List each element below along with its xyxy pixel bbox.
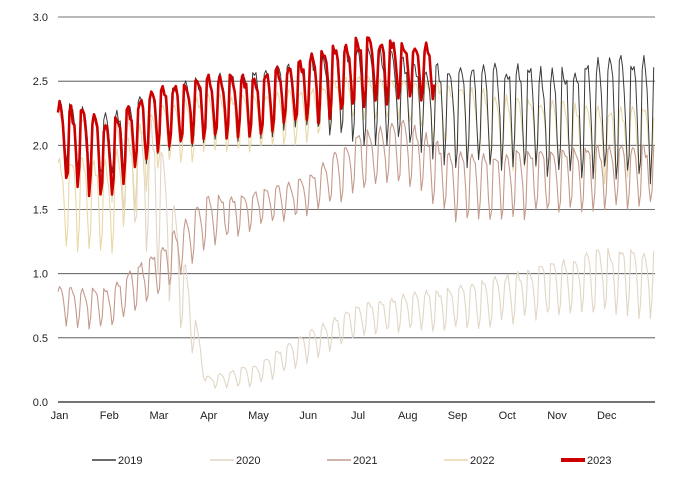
x-tick-label: Feb <box>100 410 119 422</box>
x-tick-label: Aug <box>398 410 418 422</box>
y-tick-label: 0.5 <box>33 333 48 345</box>
x-tick-label: Nov <box>547 410 567 422</box>
legend-label-2022: 2022 <box>470 455 494 467</box>
series-lines <box>56 36 655 389</box>
y-tick-label: 1.0 <box>33 269 48 281</box>
x-tick-label: Apr <box>200 410 217 422</box>
x-tick-label: Oct <box>499 410 516 422</box>
legend-label-2019: 2019 <box>118 455 142 467</box>
y-tick-label: 0.0 <box>33 397 48 409</box>
y-tick-label: 3.0 <box>33 12 48 24</box>
legend-label-2021: 2021 <box>353 455 377 467</box>
x-axis-ticks: Jan Feb Mar Apr May Jun Jul Aug Sep Oct Nov Dec <box>51 410 617 422</box>
x-tick-label: Jan <box>51 410 69 422</box>
x-tick-label: May <box>248 410 269 422</box>
legend-label-2023: 2023 <box>587 455 611 467</box>
y-tick-label: 1.5 <box>33 205 48 217</box>
gridlines <box>58 16 655 403</box>
legend: 2019 2020 2021 2022 2023 <box>92 455 611 467</box>
y-tick-label: 2.0 <box>33 140 48 152</box>
y-tick-label: 2.5 <box>33 76 48 88</box>
series-line-2023 <box>56 36 436 198</box>
x-tick-label: Jun <box>299 410 317 422</box>
y-axis-ticks: 0.0 0.5 1.0 1.5 2.0 2.5 3.0 <box>33 12 48 409</box>
x-tick-label: Sep <box>448 410 468 422</box>
series-line-2020 <box>57 109 655 389</box>
series-line-2021 <box>57 119 655 330</box>
x-tick-label: Dec <box>597 410 617 422</box>
x-tick-label: Jul <box>351 410 365 422</box>
legend-label-2020: 2020 <box>236 455 260 467</box>
x-tick-label: Mar <box>150 410 169 422</box>
